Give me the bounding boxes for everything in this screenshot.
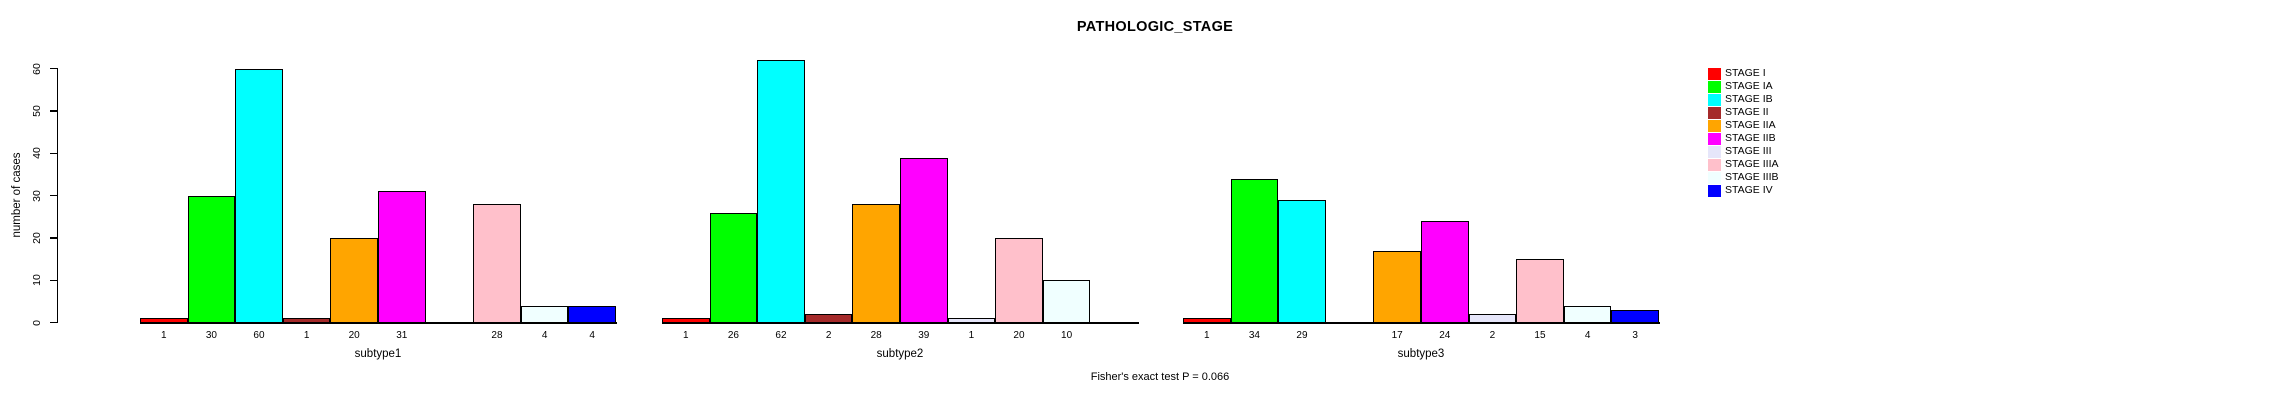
bar-value-label-subtype3-stage-iii: 2 [1489,330,1496,341]
y-tick-60 [50,67,57,70]
legend-label-stage-i: STAGE I [1725,67,1766,79]
bar-value-label-subtype1-stage-ib: 60 [253,330,265,341]
bar-subtype1-stage-i [140,318,188,323]
bar-value-label-subtype2-stage-iiia: 20 [1013,330,1025,341]
y-tick-50 [50,110,57,112]
bar-value-label-subtype2-stage-ib: 62 [775,330,787,341]
y-tick-label-60: 60 [31,62,43,75]
bar-subtype1-stage-ia [187,195,236,323]
bar-subtype3-stage-iii [1468,314,1517,323]
bar-value-label-subtype2-stage-i: 1 [683,330,689,341]
bar-subtype1-stage-iiib [520,305,569,323]
y-tick-label-30: 30 [31,189,43,202]
bar-subtype2-stage-ii [804,314,853,323]
bar-subtype3-stage-iiia [1516,259,1564,323]
bar-subtype3-stage-i [1183,318,1231,323]
y-tick-10 [50,279,57,282]
legend-swatch-stage-iiia [1708,158,1721,171]
group-label-subtype1: subtype1 [354,348,402,360]
y-tick-label-10: 10 [31,274,43,287]
bar-subtype3-stage-iiib [1563,305,1612,323]
legend-swatch-stage-ib [1708,93,1721,106]
bar-value-label-subtype3-stage-iiib: 4 [1584,330,1591,341]
bar-value-label-subtype3-stage-ib: 29 [1296,330,1308,341]
group-label-subtype3: subtype3 [1397,348,1445,360]
bar-subtype3-stage-iib [1421,221,1469,323]
bar-subtype1-stage-iv [568,305,616,323]
bar-value-label-subtype1-stage-iia: 20 [348,330,360,341]
y-tick-label-50: 50 [31,105,43,117]
legend-swatch-stage-iia [1708,119,1721,132]
bar-value-label-subtype3-stage-i: 1 [1204,330,1210,341]
bar-value-label-subtype1-stage-iib: 31 [396,330,408,341]
y-tick-20 [50,237,57,239]
bar-value-label-subtype1-stage-iiia: 28 [491,330,503,341]
y-tick-0 [50,321,57,324]
bar-subtype2-stage-ib [757,60,805,323]
bar-value-label-subtype2-stage-ii: 2 [825,330,832,341]
bar-value-label-subtype2-stage-ia: 26 [727,330,739,341]
bar-subtype2-stage-iib [900,157,948,323]
legend-swatch-stage-iib [1708,132,1721,145]
bar-subtype1-stage-ib [235,68,283,323]
bar-value-label-subtype3-stage-iia: 17 [1391,330,1403,341]
bar-subtype2-stage-iiia [995,237,1043,323]
fisher-test-annotation: Fisher's exact test P = 0.066 [1090,371,1230,383]
legend-swatch-stage-iv [1708,184,1721,197]
group-label-subtype2: subtype2 [876,348,924,360]
y-axis-line [56,67,58,323]
x-axis-line-subtype2 [661,322,1139,324]
y-tick-30 [50,194,57,197]
y-tick-label-40: 40 [31,147,43,160]
bar-subtype3-stage-ib [1278,199,1326,323]
bar-value-label-subtype2-stage-iia: 28 [870,330,882,341]
legend-label-stage-iii: STAGE III [1725,145,1772,157]
legend-swatch-stage-i [1708,67,1721,80]
x-axis-line-subtype3 [1182,322,1660,324]
legend-label-stage-iiia: STAGE IIIA [1725,158,1779,170]
legend-label-stage-iiib: STAGE IIIB [1725,171,1779,183]
bar-value-label-subtype3-stage-iv: 3 [1632,330,1638,341]
y-tick-label-20: 20 [31,232,43,244]
bar-subtype1-stage-iia [330,237,378,323]
legend-label-stage-ib: STAGE IB [1725,93,1773,105]
bar-value-label-subtype3-stage-iiia: 15 [1534,330,1546,341]
legend-label-stage-ia: STAGE IA [1725,80,1773,92]
legend-swatch-stage-ii [1708,106,1721,119]
x-axis-line-subtype1 [139,322,617,324]
bar-subtype1-stage-iiia [473,204,521,323]
bar-value-label-subtype1-stage-ia: 30 [205,330,217,341]
bar-value-label-subtype2-stage-iiib: 10 [1061,330,1073,341]
legend-swatch-stage-ia [1708,80,1721,93]
bar-subtype2-stage-iiib [1042,280,1091,323]
legend-swatch-stage-iiib [1708,171,1721,184]
bar-subtype3-stage-iv [1611,309,1659,323]
bar-value-label-subtype1-stage-iiib: 4 [541,330,548,341]
bar-subtype2-stage-ia [709,212,758,323]
y-tick-label-0: 0 [31,319,43,326]
bar-subtype2-stage-iia [852,204,900,323]
bar-subtype2-stage-iii [947,318,996,323]
y-tick-40 [50,152,57,155]
bar-subtype1-stage-iib [378,191,426,323]
legend-label-stage-iia: STAGE IIA [1725,119,1776,131]
bar-value-label-subtype1-stage-iv: 4 [589,330,595,341]
legend-label-stage-iv: STAGE IV [1725,184,1773,196]
chart-title: PATHOLOGIC_STAGE [1076,19,1234,35]
bar-value-label-subtype1-stage-i: 1 [161,330,167,341]
bar-value-label-subtype2-stage-iii: 1 [968,330,975,341]
bar-subtype1-stage-ii [282,318,331,323]
y-axis-title: number of cases [11,152,23,238]
legend-label-stage-ii: STAGE II [1725,106,1769,118]
bar-value-label-subtype3-stage-iib: 24 [1439,330,1451,341]
bar-subtype2-stage-i [662,318,710,323]
bar-value-label-subtype1-stage-ii: 1 [303,330,310,341]
legend-swatch-stage-iii [1708,145,1721,158]
bar-value-label-subtype3-stage-ia: 34 [1248,330,1260,341]
bar-subtype3-stage-ia [1230,178,1279,323]
bar-value-label-subtype2-stage-iib: 39 [918,330,930,341]
bar-subtype3-stage-iia [1373,250,1421,323]
legend-label-stage-iib: STAGE IIB [1725,132,1776,144]
